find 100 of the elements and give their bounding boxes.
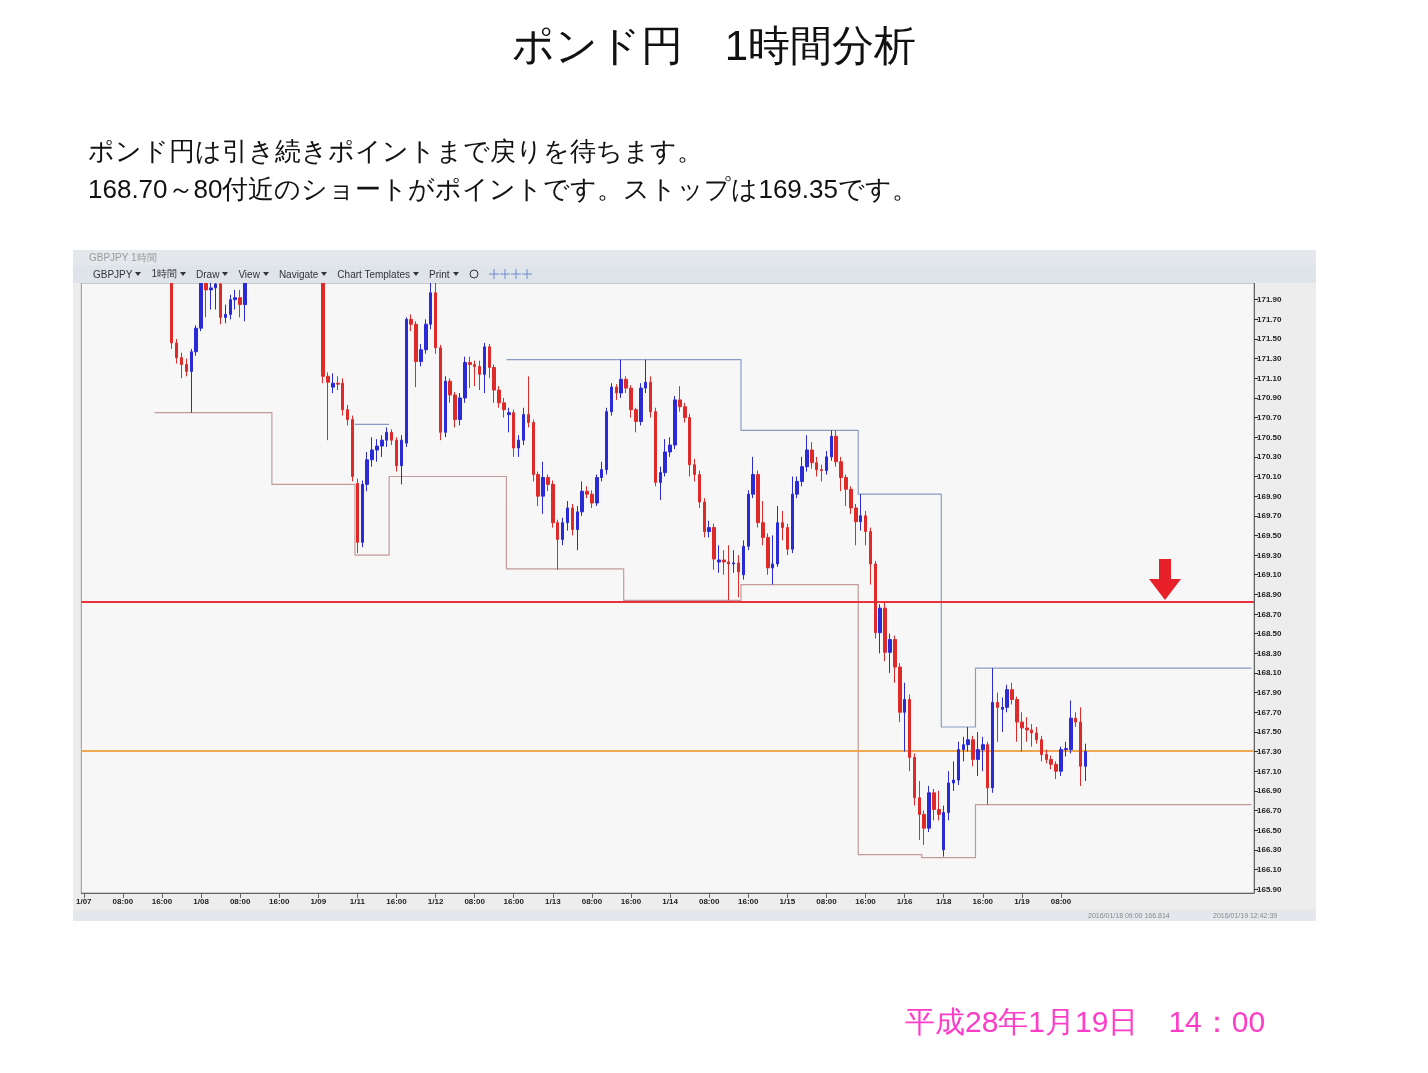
candlestick <box>717 544 721 574</box>
candlestick <box>878 603 882 654</box>
candlestick <box>434 283 437 355</box>
candlestick <box>693 458 696 482</box>
candlestick <box>830 429 833 462</box>
text: View <box>238 268 260 280</box>
x-tick-label: 1/16 <box>896 896 913 906</box>
x-tick-label: 08:00 <box>112 896 134 906</box>
text: 1時間 <box>151 267 178 281</box>
candlestick <box>527 375 530 428</box>
candlestick <box>610 382 613 417</box>
candlestick <box>698 470 701 509</box>
candlestick <box>942 805 945 858</box>
candlestick <box>1079 706 1082 787</box>
candlestick <box>619 359 623 399</box>
candlestick <box>869 527 872 586</box>
y-tick-label: 171.70 <box>1257 314 1283 324</box>
x-tick-label: 16:00 <box>503 896 525 906</box>
y-tick-label: 169.50 <box>1257 530 1283 540</box>
candlestick <box>615 383 618 401</box>
candlestick <box>566 500 569 532</box>
candlestick <box>390 428 393 446</box>
candlestick <box>986 741 989 806</box>
candlestick <box>737 554 740 598</box>
candlestick <box>439 344 442 441</box>
candlestick <box>478 360 481 391</box>
y-tick-label: 169.90 <box>1257 491 1283 501</box>
y-tick-label: 166.50 <box>1257 825 1283 835</box>
x-tick-label: 1/14 <box>662 896 679 906</box>
y-tick-label: 166.90 <box>1257 786 1283 796</box>
x-tick-label: 1/15 <box>779 896 796 906</box>
y-tick-label: 170.30 <box>1257 452 1283 462</box>
candlestick <box>444 375 447 438</box>
candlestick <box>483 342 486 394</box>
candlestick <box>175 338 178 365</box>
candlestick <box>1074 711 1077 728</box>
candlestick <box>874 560 877 640</box>
y-tick-label: 166.30 <box>1257 845 1283 855</box>
candlestick <box>859 493 862 532</box>
y-tick-label: 171.90 <box>1257 295 1283 305</box>
text: Draw <box>196 268 220 280</box>
y-tick-label: 170.70 <box>1257 413 1283 423</box>
candlestick <box>952 760 955 792</box>
candlestick <box>238 289 242 318</box>
candlestick <box>732 549 735 574</box>
x-tick-label: 08:00 <box>464 896 486 906</box>
candlestick <box>512 409 515 458</box>
y-tick-label: 170.90 <box>1257 393 1283 403</box>
candlestick <box>927 785 931 833</box>
text: Chart Templates <box>337 268 410 280</box>
x-tick-label: 16:00 <box>620 896 642 906</box>
x-tick-label: 08:00 <box>581 896 603 906</box>
y-tick-label: 165.90 <box>1257 884 1283 894</box>
candlestick <box>786 523 789 556</box>
candlestick <box>1040 735 1043 762</box>
candlestick <box>649 375 652 419</box>
x-tick-label: 16:00 <box>151 896 173 906</box>
candlestick <box>903 682 906 753</box>
candlestick <box>219 283 222 325</box>
candlestick <box>405 316 408 448</box>
x-tick-label: 1/18 <box>935 896 953 906</box>
y-tick-label: 167.10 <box>1257 766 1283 776</box>
candlestick <box>395 436 398 473</box>
candlestick <box>864 510 867 546</box>
candlestick <box>400 434 403 485</box>
x-tick-label: 1/11 <box>349 896 366 906</box>
candlestick <box>541 461 545 515</box>
y-tick-label: 168.90 <box>1257 589 1283 599</box>
candlestick <box>888 633 892 674</box>
x-tick-label: 16:00 <box>268 896 290 906</box>
candlestick <box>224 304 227 324</box>
candlestick <box>947 770 950 821</box>
y-tick-label: 170.10 <box>1257 472 1283 482</box>
y-tick-label: 169.10 <box>1257 570 1283 580</box>
x-tick-label: 16:00 <box>386 896 408 906</box>
text: GBPJPY 1時間 <box>89 252 157 263</box>
x-tick-label: 08:00 <box>698 896 720 906</box>
y-tick-label: 167.50 <box>1257 727 1283 737</box>
candlestick <box>913 753 916 807</box>
text: Navigate <box>278 268 319 280</box>
y-tick-label: 167.90 <box>1257 688 1283 698</box>
candlestick <box>654 407 657 487</box>
y-tick-label: 166.70 <box>1257 805 1283 815</box>
y-tick-label: 168.50 <box>1257 629 1283 639</box>
text: GBPJPY <box>93 268 133 280</box>
candlestick <box>825 450 828 476</box>
candlestick <box>771 534 774 586</box>
chart-title: ポンド円 1時間分析 <box>510 21 918 71</box>
candlestick <box>742 539 745 581</box>
x-tick-label: 08:00 <box>816 896 838 906</box>
candlestick <box>703 497 706 538</box>
x-tick-label: 16:00 <box>972 896 994 906</box>
candlestick <box>957 741 960 786</box>
text: Print <box>428 268 450 280</box>
y-tick-label: 171.50 <box>1257 334 1283 344</box>
y-tick-label: 169.30 <box>1257 550 1283 560</box>
y-tick-label: 169.70 <box>1257 511 1283 521</box>
x-tick-label: 1/13 <box>545 896 562 906</box>
candlestick <box>883 601 887 662</box>
candlestick <box>712 523 716 571</box>
